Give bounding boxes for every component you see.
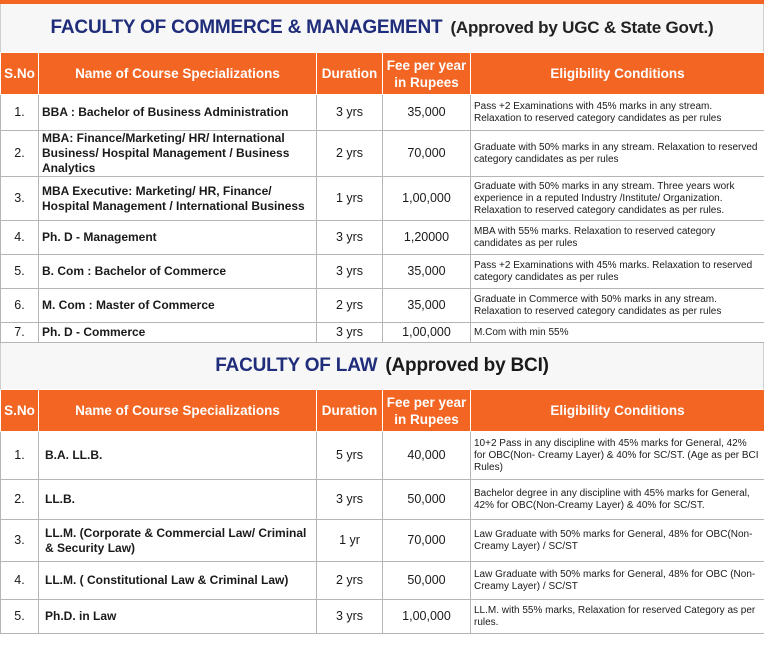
row-eligibility: Bachelor degree in any discipline with 4…	[470, 479, 764, 520]
row-fee: 1,00,000	[382, 322, 471, 343]
row-fee: 35,000	[382, 254, 471, 289]
row-eligibility: 10+2 Pass in any discipline with 45% mar…	[470, 431, 764, 480]
row-fee: 50,000	[382, 561, 471, 600]
row-eligibility: Pass +2 Examinations with 45% marks in a…	[470, 94, 764, 131]
row-eligibility: MBA with 55% marks. Relaxation to reserv…	[470, 220, 764, 255]
row-duration: 2 yrs	[316, 288, 383, 323]
row-sno: 4.	[0, 561, 39, 600]
row-fee: 35,000	[382, 94, 471, 131]
header-sno: S.No	[0, 52, 39, 95]
header-eligibility: Eligibility Conditions	[470, 52, 764, 95]
commerce-table-header: S.No Name of Course Specializations Dura…	[0, 52, 764, 95]
row-duration: 3 yrs	[316, 599, 383, 634]
row-eligibility: Graduate with 50% marks in any stream. R…	[470, 130, 764, 177]
row-sno: 1.	[0, 94, 39, 131]
row-duration: 1 yrs	[316, 176, 383, 221]
top-accent-strip	[0, 0, 764, 4]
row-sno: 5.	[0, 599, 39, 634]
row-sno: 1.	[0, 431, 39, 480]
row-eligibility: Law Graduate with 50% marks for General,…	[470, 519, 764, 562]
header-eligibility: Eligibility Conditions	[470, 389, 764, 432]
table-row: 3. LL.M. (Corporate & Commercial Law/ Cr…	[0, 519, 764, 562]
commerce-faculty-heading: FACULTY OF COMMERCE & MANAGEMENT (Approv…	[0, 4, 764, 52]
row-sno: 2.	[0, 130, 39, 177]
row-sno: 4.	[0, 220, 39, 255]
row-fee: 1,00,000	[382, 176, 471, 221]
law-faculty-title: FACULTY OF LAW	[215, 355, 378, 376]
row-fee: 70,000	[382, 130, 471, 177]
row-duration: 3 yrs	[316, 254, 383, 289]
row-eligibility: Graduate with 50% marks in any stream. T…	[470, 176, 764, 221]
row-course: BBA : Bachelor of Business Administratio…	[38, 94, 317, 131]
row-course: LL.M. ( Constitutional Law & Criminal La…	[38, 561, 317, 600]
row-fee: 1,20000	[382, 220, 471, 255]
row-duration: 3 yrs	[316, 322, 383, 343]
row-course: LL.M. (Corporate & Commercial Law/ Crimi…	[38, 519, 317, 562]
header-sno: S.No	[0, 389, 39, 432]
row-course: B.A. LL.B.	[38, 431, 317, 480]
row-course: Ph. D - Management	[38, 220, 317, 255]
header-duration: Duration	[316, 52, 383, 95]
commerce-courses-table: S.No Name of Course Specializations Dura…	[0, 52, 764, 343]
table-row: 5. Ph.D. in Law 3 yrs 1,00,000 LL.M. wit…	[0, 599, 764, 634]
table-row: 7. Ph. D - Commerce 3 yrs 1,00,000 M.Com…	[0, 322, 764, 343]
row-duration: 5 yrs	[316, 431, 383, 480]
row-course: M. Com : Master of Commerce	[38, 288, 317, 323]
header-duration: Duration	[316, 389, 383, 432]
law-table-header: S.No Name of Course Specializations Dura…	[0, 389, 764, 432]
row-fee: 35,000	[382, 288, 471, 323]
row-fee: 1,00,000	[382, 599, 471, 634]
table-row: 1. B.A. LL.B. 5 yrs 40,000 10+2 Pass in …	[0, 431, 764, 480]
row-sno: 3.	[0, 519, 39, 562]
table-row: 4. Ph. D - Management 3 yrs 1,20000 MBA …	[0, 220, 764, 255]
row-course: B. Com : Bachelor of Commerce	[38, 254, 317, 289]
table-row: 2. LL.B. 3 yrs 50,000 Bachelor degree in…	[0, 479, 764, 520]
header-course: Name of Course Specializations	[38, 389, 317, 432]
table-row: 3. MBA Executive: Marketing/ HR, Finance…	[0, 176, 764, 221]
law-approval-note: (Approved by BCI)	[385, 355, 549, 376]
row-sno: 3.	[0, 176, 39, 221]
row-eligibility: Graduate in Commerce with 50% marks in a…	[470, 288, 764, 323]
row-fee: 40,000	[382, 431, 471, 480]
row-sno: 5.	[0, 254, 39, 289]
header-fee: Fee per year in Rupees	[382, 52, 471, 95]
row-eligibility: LL.M. with 55% marks, Relaxation for res…	[470, 599, 764, 634]
row-course: MBA Executive: Marketing/ HR, Finance/ H…	[38, 176, 317, 221]
row-duration: 1 yr	[316, 519, 383, 562]
row-sno: 7.	[0, 322, 39, 343]
row-duration: 2 yrs	[316, 561, 383, 600]
table-row: 4. LL.M. ( Constitutional Law & Criminal…	[0, 561, 764, 600]
row-eligibility: Law Graduate with 50% marks for General,…	[470, 561, 764, 600]
row-sno: 6.	[0, 288, 39, 323]
table-row: 6. M. Com : Master of Commerce 2 yrs 35,…	[0, 288, 764, 323]
row-sno: 2.	[0, 479, 39, 520]
row-duration: 3 yrs	[316, 220, 383, 255]
row-eligibility: M.Com with min 55%	[470, 322, 764, 343]
header-course: Name of Course Specializations	[38, 52, 317, 95]
row-course: Ph. D - Commerce	[38, 322, 317, 343]
law-faculty-heading: FACULTY OF LAW (Approved by BCI)	[0, 343, 764, 389]
table-row: 1. BBA : Bachelor of Business Administra…	[0, 94, 764, 131]
table-row: 5. B. Com : Bachelor of Commerce 3 yrs 3…	[0, 254, 764, 289]
row-eligibility: Pass +2 Examinations with 45% marks. Rel…	[470, 254, 764, 289]
commerce-approval-note: (Approved by UGC & State Govt.)	[450, 18, 714, 37]
law-courses-table: S.No Name of Course Specializations Dura…	[0, 389, 764, 634]
row-course: MBA: Finance/Marketing/ HR/ Internationa…	[38, 130, 317, 177]
row-fee: 70,000	[382, 519, 471, 562]
row-duration: 2 yrs	[316, 130, 383, 177]
row-fee: 50,000	[382, 479, 471, 520]
row-duration: 3 yrs	[316, 479, 383, 520]
commerce-faculty-title: FACULTY OF COMMERCE & MANAGEMENT	[50, 17, 443, 38]
table-row: 2. MBA: Finance/Marketing/ HR/ Internati…	[0, 130, 764, 177]
header-fee: Fee per year in Rupees	[382, 389, 471, 432]
row-course: Ph.D. in Law	[38, 599, 317, 634]
row-duration: 3 yrs	[316, 94, 383, 131]
row-course: LL.B.	[38, 479, 317, 520]
